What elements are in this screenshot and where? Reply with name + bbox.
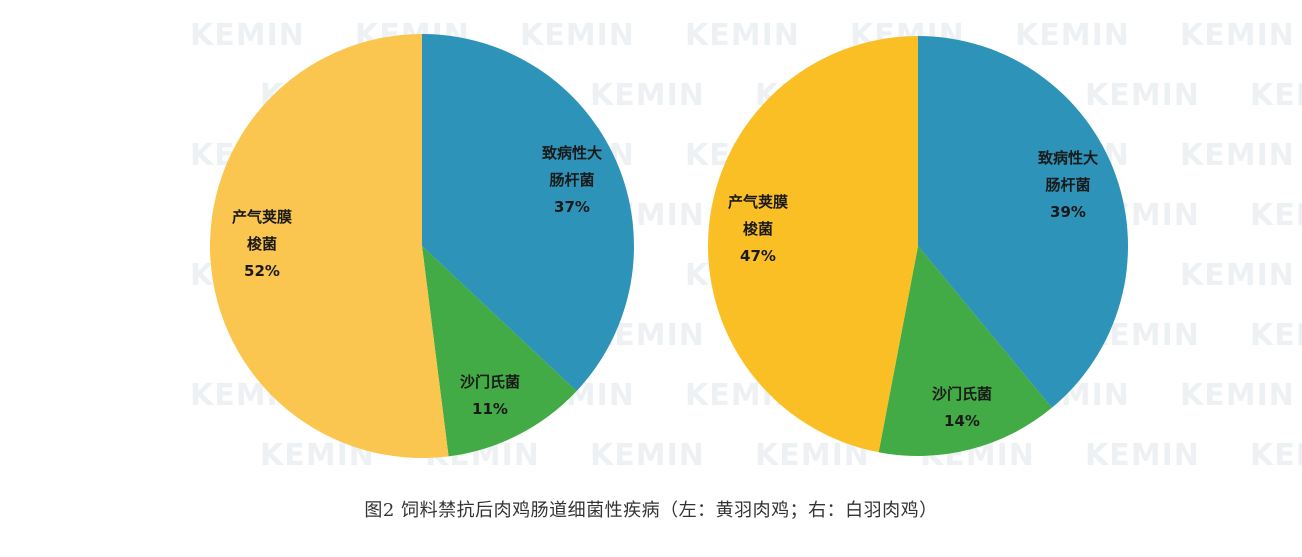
slice-name-label: 肠杆菌 [1045, 176, 1090, 194]
watermark-text: KEMIN [1085, 438, 1200, 473]
slice-name-label: 致病性大 [1038, 149, 1098, 167]
watermark-text: KEMIN [1250, 318, 1302, 353]
watermark-text: KEMIN [1085, 78, 1200, 113]
watermark-text: KEMIN [1015, 18, 1130, 53]
watermark-text: KEMIN [190, 18, 305, 53]
watermark-text: KEMIN [590, 438, 705, 473]
watermark-text: KEMIN [1180, 378, 1295, 413]
watermark-text: KEMIN [1250, 438, 1302, 473]
pie-charts: KEMIN KEMIN KEMIN KEMIN KEMIN KEMIN KEMIN KEMIN… [190, 18, 1302, 473]
pie-chart-right: 致病性大肠杆菌 39% 沙门氏菌 14% 产气荚膜梭菌 47% [708, 36, 1129, 457]
slice-name-label: 梭菌 [743, 220, 773, 238]
slice-label: 沙门氏菌 11% [460, 373, 520, 418]
slice-value-label: 14% [944, 412, 980, 430]
watermark-text: KEMIN [1180, 18, 1295, 53]
watermark-text: KEMIN [1180, 258, 1295, 293]
slice-label: 产气荚膜梭菌 47% [728, 193, 788, 265]
watermark-text: KEMIN [1250, 78, 1302, 113]
slice-value-label: 52% [244, 262, 280, 280]
slice-label: 致病性大肠杆菌 39% [1038, 149, 1098, 221]
watermark-text: KEMIN [1180, 138, 1295, 173]
pie-slice [708, 36, 918, 453]
slice-name-label: 产气荚膜 [728, 193, 788, 211]
watermark-text: KEMIN [1250, 198, 1302, 233]
slice-label: 产气荚膜梭菌 52% [232, 208, 292, 280]
slice-label: 致病性大肠杆菌 37% [542, 144, 602, 216]
pie-slice [210, 34, 449, 458]
watermark-text: KEMIN [520, 18, 635, 53]
slice-value-label: 11% [472, 400, 508, 418]
figure-caption: 图2 饲料禁抗后肉鸡肠道细菌性疾病（左：黄羽肉鸡；右：白羽肉鸡） [364, 500, 938, 521]
watermark-text: KEMIN [685, 18, 800, 53]
watermark-text: KEMIN [590, 78, 705, 113]
slice-name-label: 沙门氏菌 [460, 373, 520, 391]
slice-value-label: 37% [554, 198, 590, 216]
slice-value-label: 47% [740, 247, 776, 265]
slice-label: 沙门氏菌 14% [932, 385, 992, 430]
slice-name-label: 沙门氏菌 [932, 385, 992, 403]
pie-slice [918, 36, 1129, 408]
pie-slice [422, 246, 577, 457]
slice-name-label: 肠杆菌 [549, 171, 594, 189]
pie-chart-left: 致病性大肠杆菌 37% 沙门氏菌 11% 产气荚膜梭菌 52% [210, 34, 634, 458]
slice-name-label: 致病性大 [542, 144, 602, 162]
slice-name-label: 产气荚膜 [232, 208, 292, 226]
pie-slice [422, 34, 634, 392]
slice-value-label: 39% [1050, 203, 1086, 221]
pie-slice [878, 246, 1052, 457]
slice-name-label: 梭菌 [247, 235, 277, 253]
